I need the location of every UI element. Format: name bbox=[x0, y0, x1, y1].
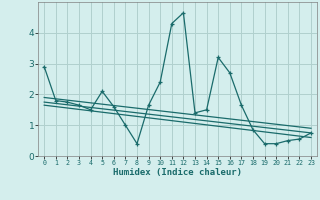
X-axis label: Humidex (Indice chaleur): Humidex (Indice chaleur) bbox=[113, 168, 242, 177]
